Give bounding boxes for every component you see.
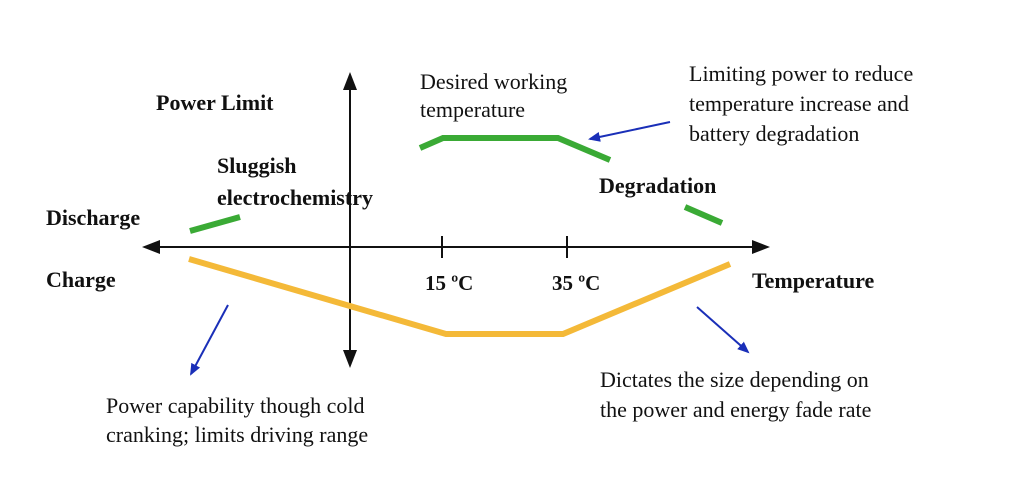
tick-label-35: 35 ºC	[552, 271, 600, 295]
limiting-annotation-line2: temperature increase and	[689, 91, 909, 116]
dictates-annotation-line1: Dictates the size depending on	[600, 367, 869, 392]
horizontal-axis-left-arrowhead	[142, 240, 160, 254]
pointer-arrow-limiting	[590, 122, 670, 139]
discharge-curve-plateau	[420, 138, 610, 160]
cold-annotation-line2: cranking; limits driving range	[106, 422, 368, 447]
vertical-axis-up-arrowhead	[343, 72, 357, 90]
vertical-axis-down-arrowhead	[343, 350, 357, 368]
desired-annotation-line1: Desired working	[420, 69, 567, 94]
charge-label: Charge	[46, 267, 116, 292]
temperature-label: Temperature	[752, 268, 874, 293]
tick-label-15: 15 ºC	[425, 271, 473, 295]
discharge-curve-hot	[685, 207, 722, 223]
cold-annotation-line1: Power capability though cold	[106, 393, 364, 418]
sluggish-label-line1: Sluggish	[217, 153, 297, 178]
discharge-curve-cold	[190, 217, 240, 231]
degradation-label: Degradation	[599, 173, 716, 198]
limiting-annotation-line3: battery degradation	[689, 121, 859, 146]
sluggish-label-line2: electrochemistry	[217, 185, 373, 210]
pointer-arrow-cold	[191, 305, 228, 374]
pointer-arrow-dictates	[697, 307, 748, 352]
limiting-annotation-line1: Limiting power to reduce	[689, 61, 913, 86]
desired-annotation-line2: temperature	[420, 97, 525, 122]
dictates-annotation-line2: the power and energy fade rate	[600, 397, 871, 422]
horizontal-axis-right-arrowhead	[752, 240, 770, 254]
power-limit-label: Power Limit	[156, 90, 274, 115]
discharge-label: Discharge	[46, 205, 140, 230]
